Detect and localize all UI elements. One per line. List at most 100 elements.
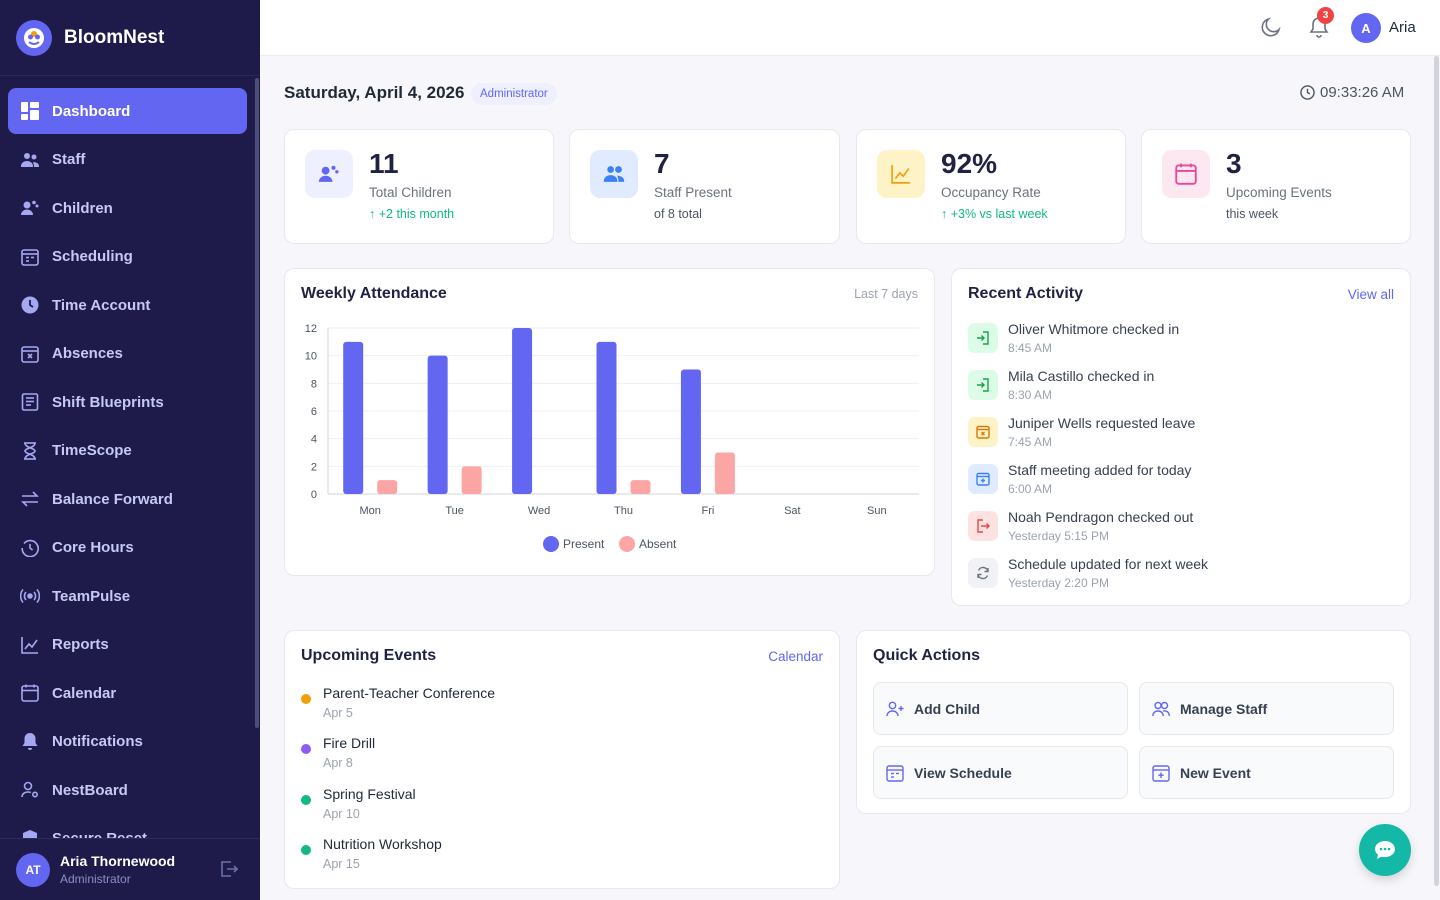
event-dot	[301, 744, 311, 754]
quick-actions-card: Quick Actions Add Child Manage Staff Vie…	[856, 630, 1411, 814]
calendar-plus-icon	[1152, 764, 1170, 782]
activity-item[interactable]: Oliver Whitmore checked in 8:45 AM	[968, 321, 1368, 361]
check-in-icon	[968, 370, 998, 400]
event-date: Apr 10	[323, 807, 360, 821]
calendar-plus-icon	[968, 464, 998, 494]
stat-label: Upcoming Events	[1226, 185, 1332, 200]
y-tick-label: 4	[311, 434, 317, 446]
event-dot	[301, 795, 311, 805]
activity-text: Schedule updated for next week	[1008, 556, 1209, 572]
bar-absent-tue	[461, 466, 482, 494]
topbar: 3 A Aria	[260, 0, 1440, 56]
logout-icon[interactable]	[220, 861, 239, 882]
add-child-button[interactable]: Add Child	[873, 682, 1128, 735]
stat-subtext: this week	[1226, 207, 1279, 221]
button-label: Manage Staff	[1180, 700, 1268, 717]
activity-item[interactable]: Noah Pendragon checked out Yesterday 5:1…	[968, 509, 1368, 549]
stat-value: 3	[1226, 148, 1242, 179]
event-date: Apr 15	[323, 857, 360, 871]
sidebar-scrollbar[interactable]	[255, 78, 259, 728]
user-role: Administrator	[60, 872, 131, 886]
calendar-link[interactable]: Calendar	[768, 649, 823, 664]
activity-item[interactable]: Mila Castillo checked in 8:30 AM	[968, 368, 1368, 408]
card-title: Quick Actions	[873, 647, 980, 664]
activity-item[interactable]: Staff meeting added for today 6:00 AM	[968, 462, 1368, 502]
sidebar-item-label: Core Hours	[52, 539, 134, 556]
manage-staff-button[interactable]: Manage Staff	[1139, 682, 1394, 735]
sidebar-item-label: Reports	[52, 636, 109, 653]
sidebar-item-timescope[interactable]: TimeScope	[8, 428, 247, 474]
users-icon	[1152, 701, 1170, 716]
sidebar-item-reports[interactable]: Reports	[8, 622, 247, 668]
sidebar-item-dashboard[interactable]: Dashboard	[8, 88, 247, 134]
event-item[interactable]: Spring Festival Apr 10	[301, 786, 801, 826]
page-scrollbar[interactable]	[1434, 56, 1439, 886]
x-tick-label: Sat	[784, 505, 801, 517]
activity-time: Yesterday 5:15 PM	[1008, 529, 1109, 543]
bar-absent-thu	[630, 480, 651, 494]
activity-time: 7:45 AM	[1008, 435, 1053, 449]
stat-value: 7	[654, 148, 670, 179]
view-all-link[interactable]: View all	[1347, 287, 1394, 302]
sidebar-item-label: Absences	[52, 345, 123, 362]
broadcast-icon	[20, 586, 40, 606]
activity-item[interactable]: Schedule updated for next week Yesterday…	[968, 556, 1368, 596]
chat-button[interactable]	[1359, 824, 1411, 876]
event-item[interactable]: Fire Drill Apr 8	[301, 735, 801, 775]
sidebar-item-staff[interactable]: Staff	[8, 137, 247, 183]
attendance-chart: 0 2 4 6 8 10 12 Mon Tue Wed Thu Fri Sat Sun Present Abs…	[305, 323, 919, 552]
user-info: Aria Thornewood Administrator	[60, 853, 175, 886]
users-icon	[590, 150, 638, 198]
sidebar-item-absences[interactable]: Absences	[8, 331, 247, 377]
sidebar-item-calendar[interactable]: Calendar	[8, 670, 247, 716]
sidebar-item-label: Balance Forward	[52, 490, 173, 508]
sidebar-item-time-account[interactable]: Time Account	[8, 282, 247, 328]
sidebar-item-label: TimeScope	[52, 442, 132, 459]
stat-card-events: 3 Upcoming Events this week	[1141, 129, 1411, 244]
sidebar-item-shift-blueprints[interactable]: Shift Blueprints	[8, 379, 247, 425]
sidebar-item-balance-forward[interactable]: Balance Forward	[8, 476, 247, 522]
attendance-card: Weekly Attendance Last 7 days 0 2 4 6 8 10 12 M…	[284, 268, 935, 576]
sidebar-item-notifications[interactable]: Notifications	[8, 719, 247, 765]
sidebar: BloomNest Dashboard Staff Children Sched…	[0, 0, 260, 900]
sidebar-item-label: Scheduling	[52, 248, 133, 265]
activity-text: Juniper Wells requested leave	[1008, 415, 1196, 431]
event-dot	[301, 694, 311, 704]
y-tick-label: 10	[305, 351, 317, 363]
sidebar-item-scheduling[interactable]: Scheduling	[8, 234, 247, 280]
clock-icon	[20, 295, 40, 315]
brand[interactable]: BloomNest	[0, 0, 260, 76]
sidebar-user: AT Aria Thornewood Administrator	[0, 838, 260, 900]
y-tick-label: 6	[311, 406, 317, 418]
sidebar-item-label: Time Account	[52, 296, 151, 314]
new-event-button[interactable]: New Event	[1139, 746, 1394, 799]
legend-label: Present	[563, 537, 605, 551]
sidebar-item-label: TeamPulse	[52, 587, 131, 605]
legend-label: Absent	[639, 537, 677, 551]
button-label: Add Child	[914, 700, 981, 717]
sidebar-item-teampulse[interactable]: TeamPulse	[8, 573, 247, 619]
sidebar-item-core-hours[interactable]: Core Hours	[8, 525, 247, 571]
moon-icon[interactable]	[1260, 16, 1284, 40]
event-date: Apr 5	[323, 706, 353, 720]
user-menu[interactable]: Aria	[1389, 19, 1416, 36]
event-item[interactable]: Parent-Teacher Conference Apr 5	[301, 685, 801, 725]
view-schedule-button[interactable]: View Schedule	[873, 746, 1128, 799]
event-title: Spring Festival	[323, 786, 416, 802]
avatar[interactable]: A	[1351, 13, 1381, 43]
y-tick-label: 0	[311, 489, 317, 501]
activity-time: Yesterday 2:20 PM	[1008, 576, 1109, 590]
sidebar-item-label: Shift Blueprints	[52, 393, 164, 411]
bar-present-mon	[343, 341, 364, 494]
sidebar-item-nestboard[interactable]: NestBoard	[8, 767, 247, 813]
activity-card: Recent Activity View all Oliver Whitmore…	[951, 268, 1411, 606]
avatar[interactable]: AT	[16, 852, 50, 887]
activity-item[interactable]: Juniper Wells requested leave 7:45 AM	[968, 415, 1368, 455]
users-icon	[20, 150, 40, 170]
blueprint-icon	[20, 392, 40, 412]
sidebar-item-children[interactable]: Children	[8, 185, 247, 231]
x-tick-label: Tue	[445, 505, 464, 517]
activity-text: Staff meeting added for today	[1008, 462, 1192, 478]
user-gear-icon	[20, 780, 40, 800]
event-item[interactable]: Nutrition Workshop Apr 15	[301, 836, 801, 876]
